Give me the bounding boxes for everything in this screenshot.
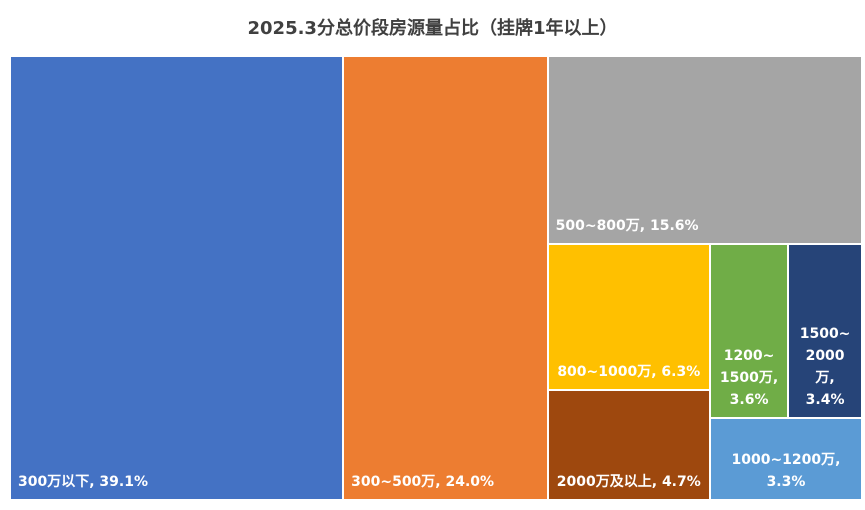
treemap-cell: 800~1000万, 6.3% <box>547 243 710 391</box>
treemap-cell: 1000~1200万, 3.3% <box>709 417 862 500</box>
data-label: 1000~1200万, 3.3% <box>731 451 841 490</box>
treemap-cell: 2000万及以上, 4.7% <box>547 390 710 500</box>
data-label: 1500~ 2000万, 3.4% <box>799 325 851 408</box>
data-label: 800~1000万, 6.3% <box>557 364 701 381</box>
data-label: 300万以下, 39.1% <box>18 474 148 490</box>
data-label: 500~800万, 15.6% <box>555 217 699 234</box>
treemap-cell: 1500~ 2000万, 3.4% <box>788 243 862 418</box>
chart-title: 2025.3分总价段房源量占比（挂牌1年以上） <box>247 18 618 39</box>
treemap-cell: 1200~ 1500万, 3.6% <box>709 243 789 418</box>
data-label: 1200~ 1500万, 3.6% <box>719 347 779 408</box>
data-label: 2000万及以上, 4.7% <box>556 473 701 490</box>
treemap-cell: 300万以下, 39.1% <box>10 56 344 500</box>
treemap-cell: 300~500万, 24.0% <box>343 56 548 500</box>
treemap-cell: 500~800万, 15.6% <box>547 56 862 244</box>
data-label: 300~500万, 24.0% <box>351 474 495 490</box>
